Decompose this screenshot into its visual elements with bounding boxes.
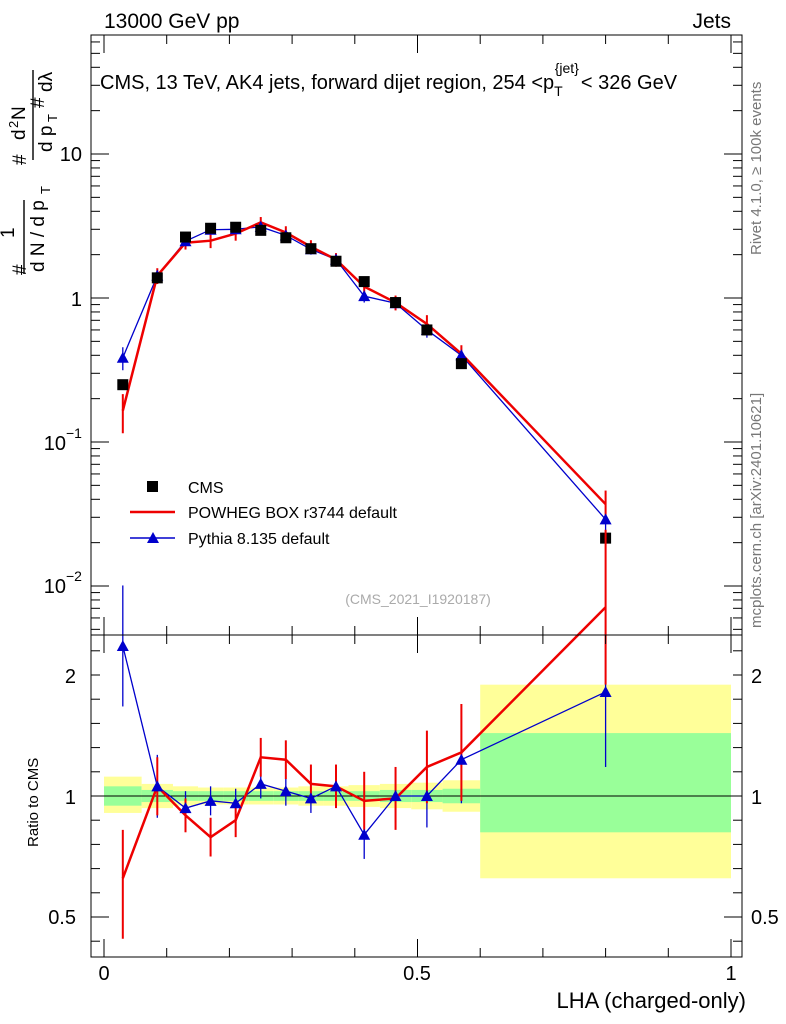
ratio-ytick-label-left-0.5: 0.5 bbox=[48, 907, 76, 929]
header-energy-label: 13000 GeV pp bbox=[104, 10, 239, 33]
svg-text:2: 2 bbox=[6, 121, 21, 128]
svg-text:d: d bbox=[9, 129, 30, 140]
cms-point bbox=[117, 379, 129, 391]
cms-point bbox=[205, 222, 217, 234]
svg-text:d p: d p bbox=[36, 126, 57, 152]
ratio-pythia-point bbox=[329, 780, 342, 792]
ratio-axis-ticks bbox=[91, 635, 742, 957]
cms-point bbox=[280, 232, 292, 244]
ratio-pythia-point bbox=[279, 785, 292, 797]
plot-title-prefix: CMS, 13 TeV, AK4 jets, forward dijet reg… bbox=[100, 72, 554, 94]
pythia-point bbox=[358, 290, 371, 302]
svg-text:1: 1 bbox=[0, 227, 19, 238]
main-y-tick-labels: 10 1 10 −1 10 −2 bbox=[44, 144, 82, 598]
plot-title-sup: {jet} bbox=[555, 60, 579, 76]
pythia-point bbox=[599, 513, 612, 525]
ratio-series bbox=[116, 529, 612, 939]
ratio-pythia-point bbox=[179, 802, 192, 814]
cms-point bbox=[230, 221, 242, 233]
x-tick-labels: 0 0.5 1 bbox=[98, 963, 736, 985]
svg-text:#: # bbox=[28, 97, 49, 108]
main-ytick-exp-0.01: −2 bbox=[66, 568, 82, 584]
xtick-label-0: 0 bbox=[98, 963, 109, 985]
xtick-label-1: 1 bbox=[725, 963, 736, 985]
cms-point bbox=[180, 231, 192, 243]
ratio-ytick-label-right-2: 2 bbox=[751, 666, 762, 688]
cms-point bbox=[330, 255, 342, 267]
cms-point bbox=[151, 272, 163, 284]
pythia-line bbox=[122, 226, 607, 520]
legend-label-cms: CMS bbox=[188, 480, 224, 497]
pythia-point bbox=[455, 349, 468, 361]
main-ytick-label-1: 1 bbox=[71, 289, 82, 311]
ratio-pythia-point bbox=[599, 685, 612, 697]
svg-text:N: N bbox=[9, 106, 30, 120]
x-axis-label: LHA (charged-only) bbox=[556, 988, 746, 1013]
cms-point bbox=[390, 297, 402, 309]
legend-label-pythia: Pythia 8.135 default bbox=[188, 531, 330, 548]
svg-text:#: # bbox=[10, 154, 31, 165]
ratio-ytick-label-right-0.5: 0.5 bbox=[751, 907, 779, 929]
ratio-uncertainty-bands bbox=[104, 684, 731, 879]
svg-text:T: T bbox=[38, 186, 53, 194]
svg-text:dλ: dλ bbox=[36, 71, 57, 92]
legend-label-powheg: POWHEG BOX r3744 default bbox=[188, 505, 398, 522]
pythia-point bbox=[116, 351, 129, 363]
main-ytick-label-0.01: 10 bbox=[44, 576, 66, 598]
ratio-powheg-line bbox=[121, 606, 607, 879]
ratio-pythia-point bbox=[116, 639, 129, 651]
ratio-pythia-point bbox=[389, 790, 402, 801]
ratio-y-axis-label: Ratio to CMS bbox=[25, 758, 42, 847]
analysis-watermark: (CMS_2021_I1920187) bbox=[345, 591, 491, 607]
legend-marker-pythia bbox=[147, 532, 159, 543]
ratio-pythia-line bbox=[122, 645, 606, 836]
svg-text:#: # bbox=[10, 264, 31, 275]
ratio-pythia-point bbox=[204, 794, 217, 806]
main-y-axis-label: # 1 d N / d p T # d 2 N d p T # dλ bbox=[0, 70, 60, 275]
cms-point bbox=[455, 358, 467, 370]
svg-text:d N / d p: d N / d p bbox=[28, 200, 49, 272]
cms-point bbox=[421, 324, 433, 336]
ratio-pythia-point bbox=[254, 777, 267, 789]
cms-point bbox=[305, 243, 317, 255]
header-category-label: Jets bbox=[692, 10, 731, 33]
ratio-pythia-point bbox=[455, 753, 468, 765]
ratio-pythia-point bbox=[229, 797, 242, 809]
ratio-ytick-label-right-1: 1 bbox=[751, 787, 762, 809]
cms-point bbox=[358, 276, 370, 288]
legend-marker-cms bbox=[147, 481, 158, 492]
legend: CMS POWHEG BOX r3744 default Pythia 8.13… bbox=[130, 480, 398, 548]
main-ytick-label-0.1: 10 bbox=[44, 433, 66, 455]
ratio-pythia-point bbox=[358, 828, 371, 840]
plot-title: CMS, 13 TeV, AK4 jets, forward dijet reg… bbox=[100, 60, 678, 99]
powheg-line bbox=[121, 221, 607, 506]
plot-title-sub: T bbox=[554, 83, 563, 99]
ratio-y-tick-labels: 2 1 0.5 2 1 0.5 bbox=[48, 666, 779, 929]
main-ytick-exp-0.1: −1 bbox=[66, 425, 82, 441]
main-series bbox=[116, 217, 612, 544]
main-ytick-label-10: 10 bbox=[60, 144, 82, 166]
main-axis-ticks bbox=[91, 35, 742, 635]
ratio-ytick-label-left-2: 2 bbox=[65, 666, 76, 688]
svg-text:T: T bbox=[45, 114, 60, 122]
ratio-pythia-point bbox=[151, 780, 164, 792]
ratio-pythia-point bbox=[420, 790, 433, 801]
ratio-ytick-label-left-1: 1 bbox=[65, 787, 76, 809]
ratio-pythia-point bbox=[304, 792, 317, 804]
plot-title-suffix: < 326 GeV bbox=[581, 72, 678, 94]
rivet-version-label: Rivet 4.1.0, ≥ 100k events bbox=[748, 82, 765, 255]
cms-point bbox=[255, 224, 267, 236]
mcplots-label: mcplots.cern.ch [arXiv:2401.10621] bbox=[748, 393, 765, 628]
xtick-label-0.5: 0.5 bbox=[403, 963, 431, 985]
